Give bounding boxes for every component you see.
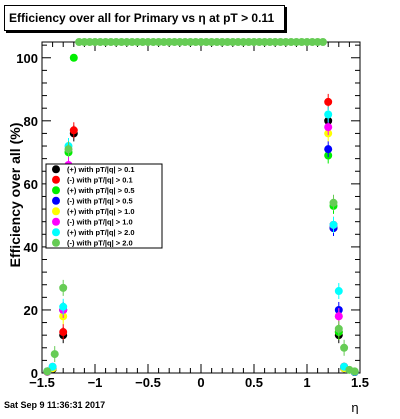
legend-marker [52,165,60,174]
legend-label: (+) with pT/|q| > 2.0 [67,228,135,237]
data-point [59,328,68,337]
y-tick-label: 20 [24,303,38,318]
legend-label: (-) with pT/|q| > 2.0 [67,238,133,247]
x-tick-label: 0.5 [245,375,263,390]
data-point [350,367,359,376]
data-point [324,110,333,119]
x-tick-label: 1 [303,375,310,390]
x-tick-label: −1 [88,375,103,390]
x-axis-label: η [351,400,358,414]
legend-marker [52,186,60,195]
data-point [59,283,68,292]
data-point [329,220,338,229]
legend-marker [52,207,60,216]
data-point [334,287,343,296]
y-tick-label: 40 [24,240,38,255]
data-point [334,324,343,333]
legend-marker [52,175,60,184]
data-point [43,367,52,376]
x-tick-label: 1.5 [351,375,369,390]
y-tick-label: 0 [31,366,38,381]
data-point [59,302,68,311]
chart-title: Efficiency over all for Primary vs η at … [4,5,285,31]
data-point [334,312,343,321]
y-tick-label: 100 [16,51,38,66]
y-tick-label: 80 [24,114,38,129]
legend-marker [52,217,60,226]
series-8 [43,38,359,376]
timestamp: Sat Sep 9 11:36:31 2017 [4,400,106,410]
x-tick-label: −0.5 [135,375,161,390]
legend-box [45,163,163,249]
data-point [329,198,338,207]
legend-label: (+) with pT/|q| > 0.5 [67,186,135,195]
data-point [318,38,327,46]
data-point [340,343,349,352]
x-tick-label: 0 [197,375,204,390]
legend-label: (+) with pT/|q| > 1.0 [67,207,135,216]
legend: (+) with pT/|q| > 0.1(-) with pT/|q| > 0… [45,163,163,249]
legend-marker [52,238,60,247]
legend-marker [52,196,60,205]
data-point [69,53,78,62]
legend-marker [52,228,60,237]
data-point [48,362,57,371]
legend-label: (+) with pT/|q| > 0.1 [67,165,135,174]
legend-label: (-) with pT/|q| > 0.1 [67,175,133,184]
legend-label: (-) with pT/|q| > 1.0 [67,217,133,226]
x-tick-label: −1.5 [29,375,55,390]
data-point [324,123,333,132]
data-point [69,126,78,135]
series-5 [43,125,349,376]
legend-label: (-) with pT/|q| > 0.5 [67,196,133,205]
data-point [324,145,333,154]
data-point [324,97,333,106]
data-point [64,145,73,154]
y-axis-label: Efficiency over all (%) [7,123,23,268]
data-point [50,350,59,359]
y-tick-label: 60 [24,177,38,192]
